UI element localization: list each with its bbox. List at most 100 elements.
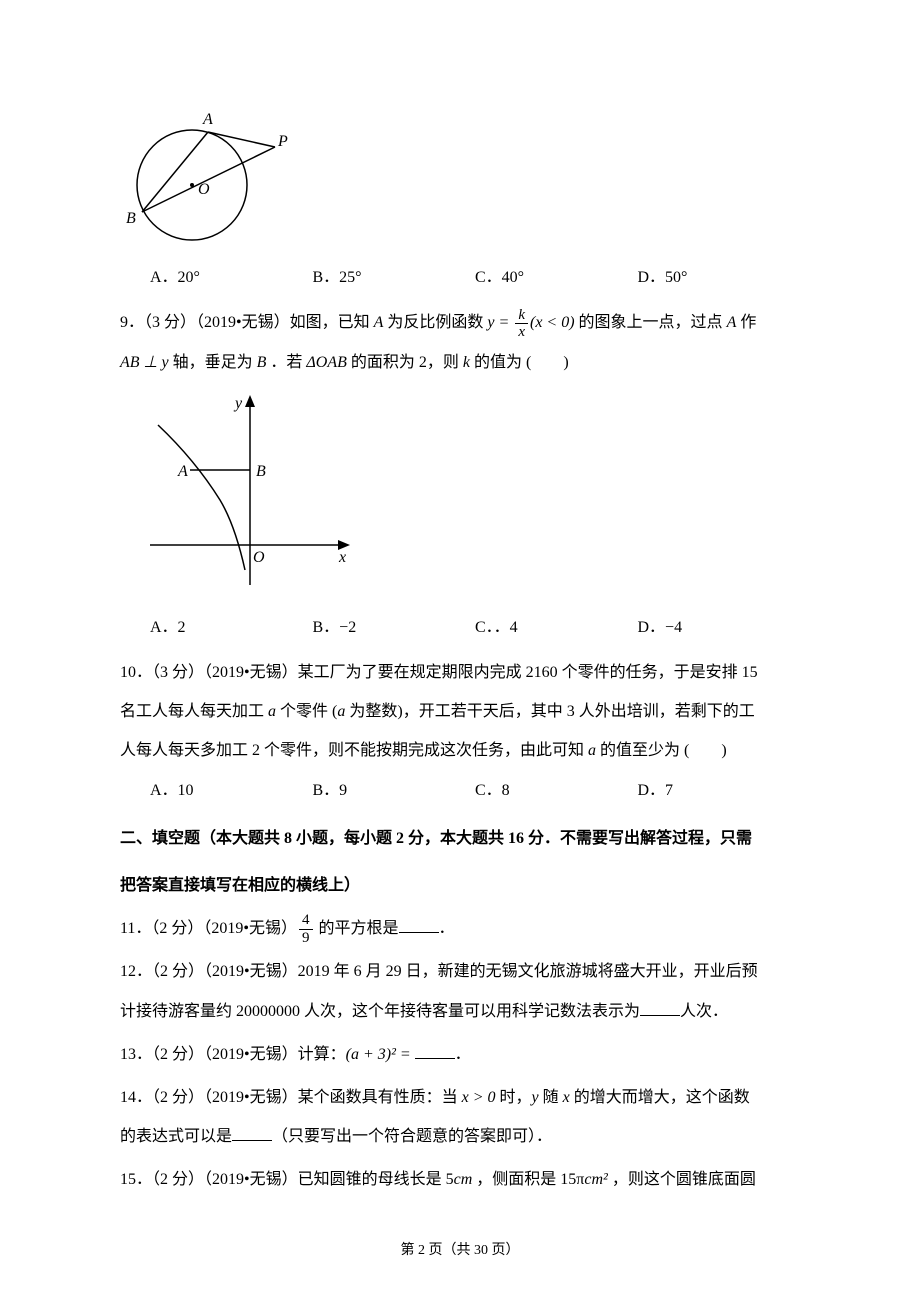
q12-end: 人次．	[680, 1003, 728, 1020]
q9-B: B	[257, 354, 267, 371]
q13: 13．（2 分）（2019•无锡）计算：(a + 3)² = ．	[120, 1037, 800, 1072]
q9-option-C: C．．4	[475, 610, 638, 645]
q9-text: 轴，垂足为	[169, 354, 257, 371]
q9-option-D: D．−4	[638, 610, 801, 645]
q11-num: 4	[299, 912, 313, 930]
q15-post: ，则这个圆锥底面圆	[608, 1171, 756, 1188]
q9-frac: kx	[515, 307, 528, 341]
q10-option-D: D．7	[638, 773, 801, 808]
q15-cm: cm	[454, 1171, 473, 1188]
q9-k: k	[463, 354, 470, 371]
q13-blank	[415, 1043, 455, 1059]
q10-options: A．10 B．9 C．8 D．7	[150, 773, 800, 808]
q8-option-A: A．20°	[150, 260, 313, 295]
q8-option-D: D．50°	[638, 260, 801, 295]
q8-options: A．20° B．25° C．40° D．50°	[150, 260, 800, 295]
section2-header-line1: 二、填空题（本大题共 8 小题，每小题 2 分，本大题共 16 分．不需要写出解…	[120, 821, 800, 856]
q9-text: 的面积为 2，则	[347, 354, 463, 371]
q15-cm2: cm²	[584, 1171, 607, 1188]
q13-end: ．	[455, 1046, 471, 1063]
q9-text: 9．（3 分）（2019•无锡）如图，已知	[120, 314, 374, 331]
section2-header-line2: 把答案直接填写在相应的横线上）	[120, 868, 800, 903]
q14-blank	[232, 1125, 272, 1141]
q14-pre: 14．（2 分）（2019•无锡）某个函数具有性质：当	[120, 1089, 462, 1106]
q12-pre: 计接待游客量约 20000000 人次，这个年接待客量可以用科学记数法表示为	[120, 1003, 640, 1020]
q10-text: 的值至少为 ( )	[596, 742, 727, 759]
q14-mid: 时，	[496, 1089, 532, 1106]
q8-circle-diagram: A B P O	[120, 110, 300, 250]
q9-text: 的值为 ( )	[470, 354, 569, 371]
q14-line1: 14．（2 分）（2019•无锡）某个函数具有性质：当 x > 0 时，y 随 …	[120, 1080, 800, 1115]
q13-expr: (a + 3)² =	[346, 1046, 411, 1063]
q12-line1: 12．（2 分）（2019•无锡）2019 年 6 月 29 日，新建的无锡文化…	[120, 954, 800, 989]
q14-pre2: 的表达式可以是	[120, 1128, 232, 1145]
q9-stem-line2: AB ⊥ y 轴，垂足为 B ．若 ΔOAB 的面积为 2，则 k 的值为 ( …	[120, 345, 800, 380]
q8-label-B: B	[126, 210, 136, 227]
q9-graph: A B O x y	[140, 390, 360, 600]
q11-post: 的平方根是	[315, 920, 399, 937]
q8-label-P: P	[277, 133, 288, 150]
q9-eq: y =	[487, 314, 513, 331]
q9-frac-den: x	[515, 324, 528, 341]
q9-graph-y: y	[233, 395, 243, 412]
q8-label-A: A	[202, 111, 213, 128]
q9-graph-A: A	[177, 463, 188, 480]
q11-pre: 11．（2 分）（2019•无锡）	[120, 920, 297, 937]
q10-text: 为整数)，开工若干天后，其中 3 人外出培训，若剩下的工	[345, 703, 754, 720]
q10-text: 名工人每人每天加工	[120, 703, 268, 720]
q14-x: x > 0	[462, 1089, 496, 1106]
q9-options: A．2 B．−2 C．．4 D．−4	[150, 610, 800, 645]
q15-mid: ，侧面积是 15π	[472, 1171, 584, 1188]
q11-den: 9	[299, 930, 313, 947]
q9-A2: A	[727, 314, 737, 331]
q9-option-B: B．−2	[313, 610, 476, 645]
q9-text: 的图象上一点，过点	[575, 314, 727, 331]
q14-x2: x	[563, 1089, 570, 1106]
q14-end: （只要写出一个符合题意的答案即可）．	[272, 1128, 552, 1145]
page-number: 第 2 页（共 30 页）	[401, 1243, 520, 1258]
q8-figure: A B P O	[120, 110, 800, 250]
q9-text: 为反比例函数	[383, 314, 487, 331]
q12-line2: 计接待游客量约 20000000 人次，这个年接待客量可以用科学记数法表示为 人次…	[120, 994, 800, 1029]
q14-post: 的增大而增大，这个函数	[570, 1089, 750, 1106]
q14-line2: 的表达式可以是 （只要写出一个符合题意的答案即可）．	[120, 1119, 800, 1154]
q10-a3: a	[588, 742, 596, 759]
q9-graph-x: x	[338, 549, 346, 566]
q8-option-C: C．40°	[475, 260, 638, 295]
q9-AB: AB ⊥ y	[120, 354, 169, 371]
q14-y: y	[532, 1089, 539, 1106]
q9-option-A: A．2	[150, 610, 313, 645]
q11-blank	[399, 917, 439, 933]
q11-end: ．	[439, 920, 455, 937]
q9-graph-B: B	[256, 463, 266, 480]
q11-frac: 49	[299, 912, 313, 946]
q10-option-C: C．8	[475, 773, 638, 808]
q10-option-A: A．10	[150, 773, 313, 808]
q9-text: 作	[736, 314, 756, 331]
q9-frac-num: k	[515, 307, 528, 325]
q10-line3: 人每人每天多加工 2 个零件，则不能按期完成这次任务，由此可知 a 的值至少为 …	[120, 733, 800, 768]
q15: 15．（2 分）（2019•无锡）已知圆锥的母线长是 5cm ，侧面积是 15π…	[120, 1162, 800, 1197]
q10-text: 人每人每天多加工 2 个零件，则不能按期完成这次任务，由此可知	[120, 742, 588, 759]
q10-text: 个零件 (	[276, 703, 337, 720]
page-footer: 第 2 页（共 30 页）	[0, 1236, 920, 1267]
q10-a: a	[268, 703, 276, 720]
q10-line2: 名工人每人每天加工 a 个零件 (a 为整数)，开工若干天后，其中 3 人外出培…	[120, 694, 800, 729]
q9-cond: (x < 0)	[530, 314, 575, 331]
q9-text: ．若	[266, 354, 306, 371]
q15-pre: 15．（2 分）（2019•无锡）已知圆锥的母线长是 5	[120, 1171, 454, 1188]
q11: 11．（2 分）（2019•无锡）49 的平方根是 ．	[120, 911, 800, 946]
q9-stem-line1: 9．（3 分）（2019•无锡）如图，已知 A 为反比例函数 y = kx(x …	[120, 305, 800, 340]
q9-figure: A B O x y	[140, 390, 800, 600]
q9-graph-O: O	[253, 549, 265, 566]
q12-blank	[640, 1000, 680, 1016]
q8-label-O: O	[198, 181, 210, 198]
q10-line1: 10．（3 分）（2019•无锡）某工厂为了要在规定期限内完成 2160 个零件…	[120, 655, 800, 690]
q8-option-B: B．25°	[313, 260, 476, 295]
q9-A: A	[374, 314, 384, 331]
q9-eq-pre: y =	[487, 314, 513, 331]
q9-tri: ΔOAB	[306, 354, 347, 371]
q14-mid2: 随	[539, 1089, 563, 1106]
q13-pre: 13．（2 分）（2019•无锡）计算：	[120, 1046, 346, 1063]
q10-option-B: B．9	[313, 773, 476, 808]
